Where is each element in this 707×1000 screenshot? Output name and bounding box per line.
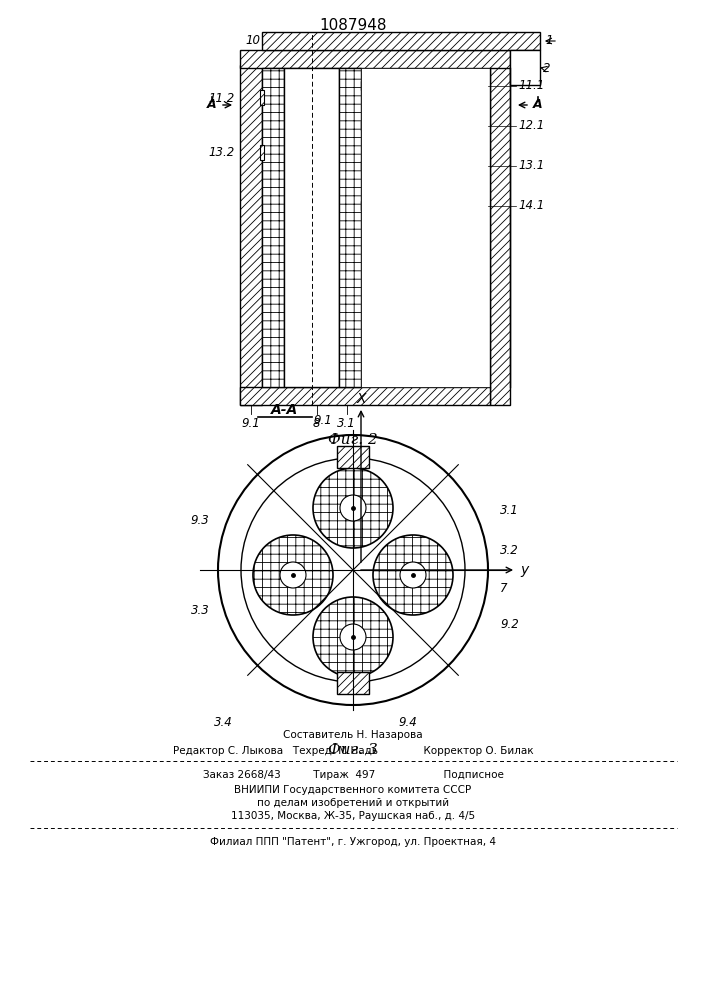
Ellipse shape: [313, 597, 393, 677]
Text: 10: 10: [245, 34, 260, 47]
Ellipse shape: [340, 624, 366, 650]
Text: 1: 1: [545, 34, 552, 47]
Ellipse shape: [313, 468, 393, 548]
Ellipse shape: [218, 435, 488, 705]
Text: 8: 8: [312, 417, 320, 430]
Text: Фиг. 3: Фиг. 3: [328, 743, 378, 757]
Text: A: A: [533, 99, 543, 111]
Bar: [240, 387, 490, 405]
Bar: [262, 32, 540, 50]
Text: 13.2: 13.2: [209, 146, 235, 159]
Bar: [361, 121, 488, 130]
Text: 2: 2: [543, 62, 551, 75]
Text: 3.2: 3.2: [500, 544, 519, 556]
Text: Составитель Н. Назарова: Составитель Н. Назарова: [284, 730, 423, 740]
Bar: [284, 68, 339, 387]
Text: 7: 7: [500, 582, 508, 594]
Ellipse shape: [373, 535, 453, 615]
Text: Фиг. 2: Фиг. 2: [328, 433, 378, 447]
Text: 12.1: 12.1: [518, 119, 544, 132]
Bar: [240, 50, 510, 68]
Text: по делам изобретений и открытий: по делам изобретений и открытий: [257, 798, 449, 808]
Text: 13.1: 13.1: [518, 159, 544, 172]
Bar: [361, 201, 488, 210]
Text: Редактор С. Лыкова   Техред  М.Надь              Корректор О. Билак: Редактор С. Лыкова Техред М.Надь Коррект…: [173, 746, 533, 756]
Bar: [337, 672, 369, 694]
Ellipse shape: [280, 562, 306, 588]
Text: А-А: А-А: [271, 403, 298, 417]
Text: 3.1: 3.1: [500, 504, 519, 516]
Bar: [490, 65, 510, 405]
Text: 1087948: 1087948: [320, 17, 387, 32]
Text: 9.1: 9.1: [314, 414, 332, 426]
Text: 9.4: 9.4: [399, 716, 417, 730]
Ellipse shape: [253, 535, 333, 615]
Bar: [260, 90, 264, 105]
Text: 3.1: 3.1: [337, 417, 356, 430]
Text: 14.1: 14.1: [518, 199, 544, 212]
Text: Филиал ППП "Патент", г. Ужгород, ул. Проектная, 4: Филиал ППП "Патент", г. Ужгород, ул. Про…: [210, 837, 496, 847]
Ellipse shape: [400, 562, 426, 588]
Bar: [510, 50, 540, 85]
Bar: [361, 161, 488, 170]
Text: X: X: [356, 392, 366, 406]
Text: 11.2: 11.2: [209, 92, 235, 104]
Text: 113035, Москва, Ж-35, Раушская наб., д. 4/5: 113035, Москва, Ж-35, Раушская наб., д. …: [231, 811, 475, 821]
Text: 11.1: 11.1: [518, 79, 544, 92]
Text: A: A: [207, 99, 217, 111]
Text: ВНИИПИ Государственного комитета СССР: ВНИИПИ Государственного комитета СССР: [235, 785, 472, 795]
Bar: [361, 81, 488, 90]
Text: 9.2: 9.2: [500, 618, 519, 632]
Text: y: y: [520, 563, 528, 577]
Bar: [339, 68, 361, 387]
Bar: [260, 145, 264, 160]
Text: Заказ 2668/43          Тираж  497                     Подписное: Заказ 2668/43 Тираж 497 Подписное: [203, 770, 503, 780]
Bar: [262, 68, 284, 387]
Bar: [337, 446, 369, 468]
Text: 9.3: 9.3: [191, 514, 209, 526]
Bar: [361, 68, 490, 387]
Ellipse shape: [241, 458, 465, 682]
Ellipse shape: [340, 495, 366, 521]
Text: 3.3: 3.3: [191, 603, 209, 616]
Bar: [240, 65, 262, 405]
Text: 9.1: 9.1: [242, 417, 260, 430]
Text: 3.4: 3.4: [214, 716, 233, 730]
